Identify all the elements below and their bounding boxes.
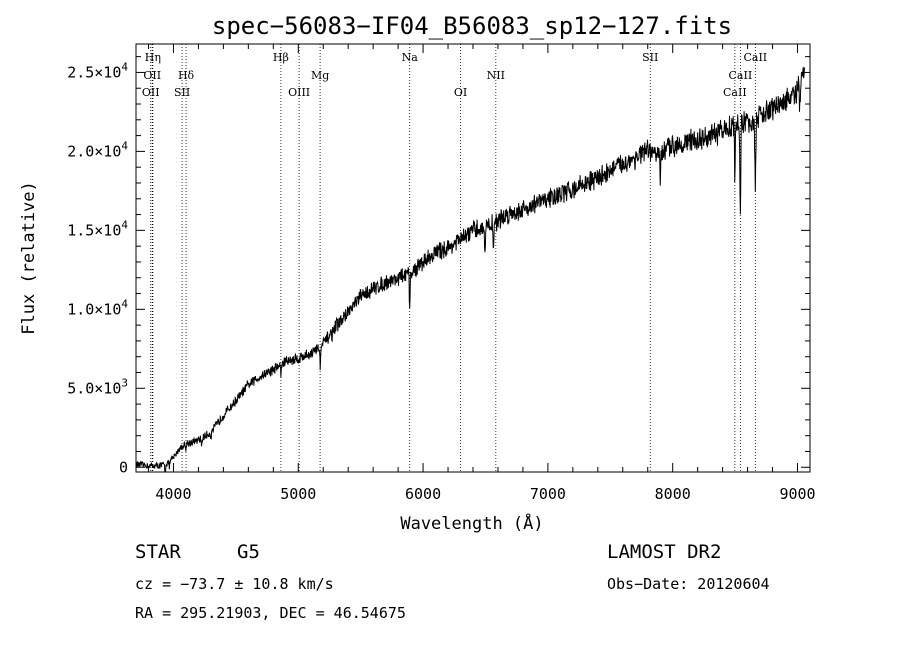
x-axis-ticks: 4000 5000 6000 7000 8000 9000 — [147, 44, 816, 503]
line-label-12: CaII — [723, 86, 747, 99]
line-label-4: SII — [174, 86, 190, 99]
y-tick-mantissa-1: 5.0×10 — [67, 379, 121, 397]
y-tick-label-4: 2.0×104 — [67, 139, 128, 160]
plot-frame — [135, 43, 811, 473]
y-tick-exponent-1: 3 — [121, 376, 128, 389]
x-tick-label-4: 8000 — [655, 485, 691, 503]
y-tick-exponent-3: 4 — [121, 218, 128, 231]
coordinates: RA = 295.21903, DEC = 46.54675 — [135, 604, 406, 622]
y-tick-label-0: 0 — [119, 458, 128, 476]
line-label-6: OIII — [288, 86, 310, 99]
x-tick-label-1: 5000 — [280, 485, 316, 503]
object-class: STAR — [135, 541, 181, 563]
line-label-11: SII — [642, 51, 658, 64]
chart-title: spec−56083−IF04_B56083_sp12−127.fits — [212, 12, 732, 40]
x-tick-label-3: 7000 — [530, 485, 566, 503]
spectrum-chart: spec−56083−IF04_B56083_sp12−127.fits Hη O… — [19, 12, 816, 534]
emission-line-markers — [150, 44, 756, 472]
line-label-7: Mg — [311, 69, 329, 82]
line-label-2: OII — [142, 86, 160, 99]
x-tick-label-2: 6000 — [405, 485, 441, 503]
y-tick-mantissa-5: 2.5×10 — [67, 63, 121, 81]
spectrum-line — [135, 66, 806, 473]
y-tick-mantissa-3: 1.5×10 — [67, 221, 121, 239]
object-subclass: G5 — [237, 541, 260, 563]
y-tick-mantissa-0: 0 — [119, 458, 128, 476]
y-tick-label-1: 5.0×103 — [67, 376, 128, 397]
redshift-velocity: cz = −73.7 ± 10.8 km/s — [135, 575, 334, 593]
y-tick-label-3: 1.5×104 — [67, 218, 128, 239]
line-label-10: NII — [487, 69, 505, 82]
y-tick-exponent-5: 4 — [121, 60, 128, 73]
survey-name: LAMOST DR2 — [607, 541, 722, 563]
line-label-13: CaII — [729, 69, 753, 82]
x-axis-label: Wavelength (Å) — [400, 512, 543, 534]
y-tick-exponent-2: 4 — [121, 297, 128, 310]
line-label-3: Hδ — [178, 69, 195, 82]
observation-date: Obs−Date: 20120604 — [607, 575, 770, 593]
line-label-0: Hη — [145, 51, 161, 64]
y-tick-exponent-4: 4 — [121, 139, 128, 152]
x-tick-label-5: 9000 — [779, 485, 815, 503]
y-tick-label-2: 1.0×104 — [67, 297, 128, 318]
line-label-9: OI — [454, 86, 467, 99]
y-axis-label: Flux (relative) — [19, 181, 39, 335]
line-label-5: Hβ — [273, 51, 289, 64]
y-tick-mantissa-4: 2.0×10 — [67, 142, 121, 160]
x-tick-label-0: 4000 — [155, 485, 191, 503]
line-label-14: CaII — [743, 51, 767, 64]
line-label-1: OII — [143, 69, 161, 82]
y-tick-mantissa-2: 1.0×10 — [67, 300, 121, 318]
y-tick-label-5: 2.5×104 — [67, 60, 128, 81]
line-label-8: Na — [402, 51, 419, 64]
